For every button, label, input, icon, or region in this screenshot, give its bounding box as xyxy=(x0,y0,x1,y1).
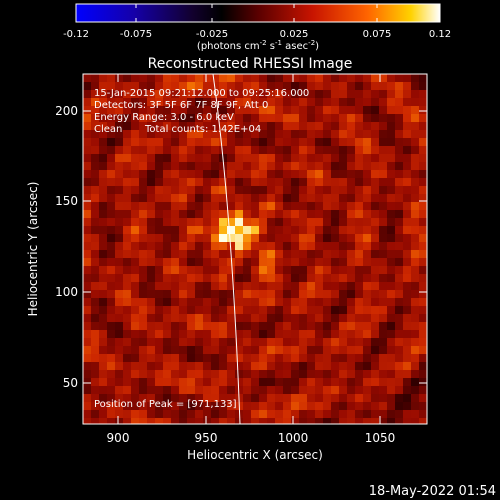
x-tick-label: 1050 xyxy=(365,431,396,445)
rhessi-image xyxy=(83,74,427,424)
annotation-detectors: Detectors: 3F 5F 6F 7F 8F 9F, Att 0 xyxy=(94,100,268,111)
x-axis-ticks xyxy=(117,74,381,424)
x-tick-label: 1000 xyxy=(278,431,309,445)
cbar-tick-label: 0.12 xyxy=(429,29,451,40)
y-tick-label: 100 xyxy=(55,285,78,299)
timestamp: 18-May-2022 01:54 xyxy=(369,484,496,499)
cbar-tick-label: -0.025 xyxy=(196,29,228,40)
x-tick-label: 900 xyxy=(107,431,130,445)
cbar-tick-label: -0.075 xyxy=(120,29,152,40)
y-axis-ticks xyxy=(83,110,427,384)
colorbar xyxy=(75,3,441,23)
annotation-time: 15-Jan-2015 09:21:12.000 to 09:25:16.000 xyxy=(94,88,309,99)
colorbar-ticks xyxy=(75,4,441,22)
cbar-tick-label: 0.075 xyxy=(363,29,392,40)
annotation-counts: Total counts: 1.42E+04 xyxy=(144,124,261,135)
plot-title: Reconstructed RHESSI Image xyxy=(148,56,353,72)
solar-limb xyxy=(212,74,241,424)
annotation-peak: Position of Peak = [971,133] xyxy=(94,399,237,410)
y-tick-label: 150 xyxy=(55,194,78,208)
x-axis-label: Heliocentric X (arcsec) xyxy=(187,448,323,462)
colorbar-unit: (photons cm-2 s-1 asec-2) xyxy=(197,39,319,52)
plot-frame xyxy=(82,73,428,425)
cbar-tick-label: -0.12 xyxy=(63,29,89,40)
annotation-method: Clean xyxy=(94,124,122,135)
x-tick-label: 950 xyxy=(195,431,218,445)
y-tick-label: 200 xyxy=(55,104,78,118)
annotation-energy: Energy Range: 3.0 - 6.0 keV xyxy=(94,112,234,123)
y-tick-label: 50 xyxy=(63,376,78,390)
cbar-tick-label: 0.025 xyxy=(280,29,309,40)
y-axis-label: Heliocentric Y (arcsec) xyxy=(26,182,40,317)
